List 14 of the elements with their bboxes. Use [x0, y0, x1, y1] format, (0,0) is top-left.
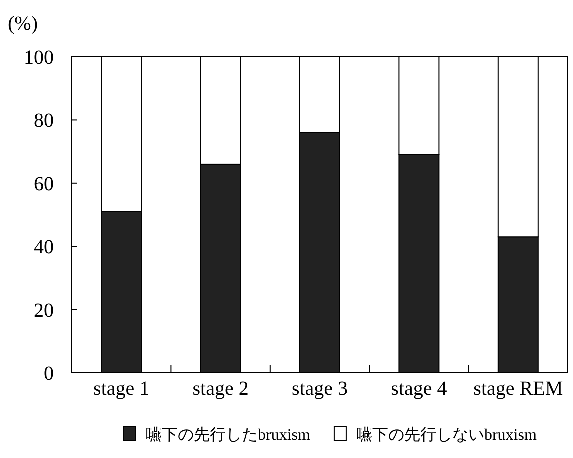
y-axis-title: (%) — [8, 13, 38, 35]
x-tick-label: stage REM — [474, 378, 564, 400]
legend-label: 嚥下の先行しないbruxism — [356, 426, 538, 444]
y-tick-label: 0 — [44, 363, 54, 385]
x-tick-label: stage 4 — [391, 378, 448, 400]
legend-label: 嚥下の先行したbruxism — [146, 426, 311, 444]
y-tick-label: 80 — [34, 110, 54, 132]
y-tick-label: 100 — [24, 47, 54, 69]
y-tick-label: 40 — [34, 236, 54, 259]
y-tick-label: 60 — [34, 173, 54, 196]
x-tick-label: stage 3 — [292, 378, 348, 400]
x-tick-label: stage 2 — [192, 378, 249, 400]
y-tick-label: 20 — [34, 300, 54, 322]
x-tick-label: stage 1 — [94, 378, 150, 400]
